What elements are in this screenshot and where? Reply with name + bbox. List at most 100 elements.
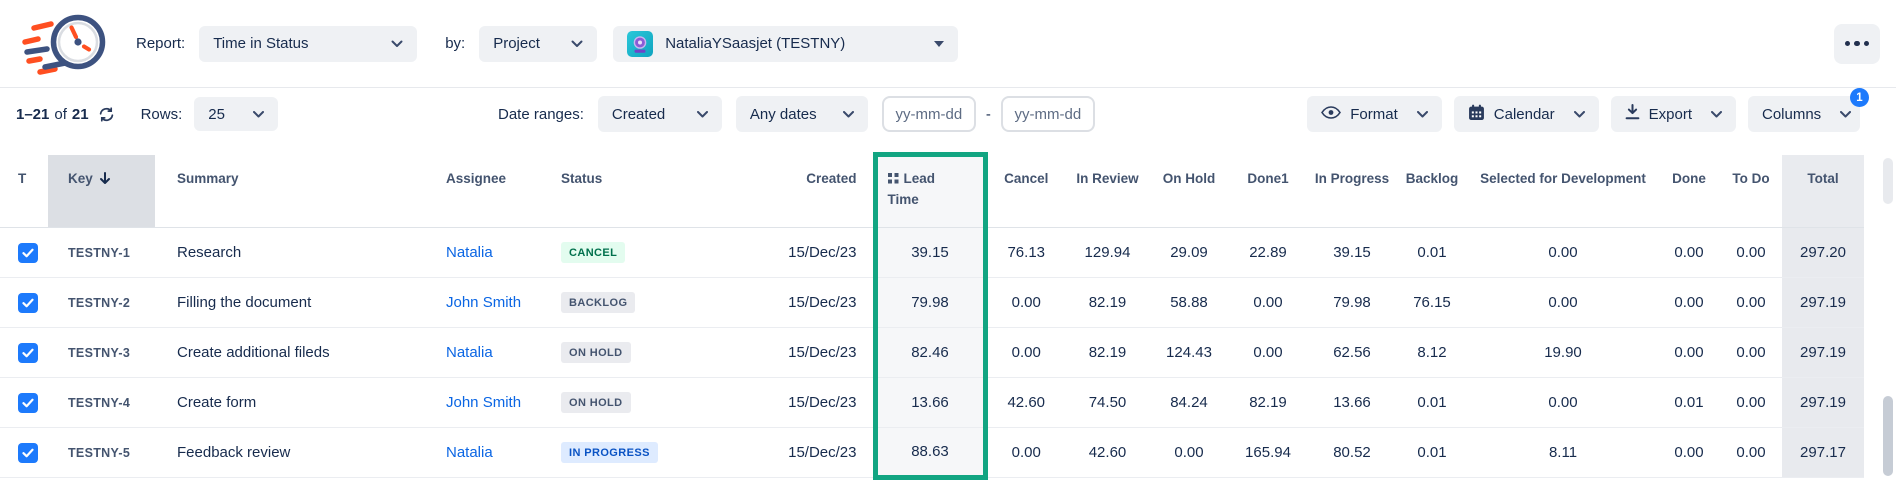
cell-selected_for_development: 19.90 [1468, 328, 1658, 378]
format-button[interactable]: Format [1307, 96, 1442, 132]
columns-label: Columns [1762, 106, 1821, 123]
report-type-select[interactable]: Time in Status [199, 26, 417, 62]
cell-done1: 165.94 [1228, 428, 1308, 478]
cell-total: 297.19 [1782, 278, 1864, 328]
export-button[interactable]: Export [1611, 96, 1736, 132]
assignee-link[interactable]: Natalia [446, 244, 493, 261]
row-checkbox[interactable] [18, 443, 38, 463]
cell-summary: Create form [155, 378, 440, 428]
column-header-cancel[interactable]: Cancel [985, 155, 1065, 228]
column-header-key[interactable]: Key [48, 155, 155, 228]
cell-lead_time: 79.98 [875, 278, 985, 328]
drag-handle-icon [888, 170, 899, 190]
status-badge: ON HOLD [561, 342, 631, 363]
cell-lead_time: 39.15 [875, 228, 985, 278]
cell-cancel: 0.00 [985, 328, 1065, 378]
chevron-down-icon [561, 40, 583, 48]
cell-lead_time: 13.66 [875, 378, 985, 428]
cell-status: BACKLOG [555, 278, 715, 328]
cell-on_hold: 58.88 [1150, 278, 1228, 328]
cell-summary: Create additional fileds [155, 328, 440, 378]
row-checkbox[interactable] [18, 243, 38, 263]
export-label: Export [1649, 106, 1692, 123]
column-header-total[interactable]: Total [1782, 155, 1864, 228]
column-header-assignee[interactable]: Assignee [440, 155, 555, 228]
cell-total: 297.17 [1782, 428, 1864, 478]
cell-in_progress: 39.15 [1308, 228, 1396, 278]
cell-assignee: Natalia [440, 428, 555, 478]
table-row: TESTNY-1ResearchNataliaCANCEL15/Dec/2339… [0, 228, 1864, 278]
chevron-down-icon [381, 40, 403, 48]
rows-per-page-select[interactable]: 25 [194, 97, 278, 131]
column-header-backlog[interactable]: Backlog [1396, 155, 1468, 228]
cell-assignee: John Smith [440, 278, 555, 328]
date-field-select[interactable]: Created [598, 96, 722, 132]
project-value: NataliaYSaasjet (TESTNY) [665, 35, 845, 52]
more-options-button[interactable] [1834, 24, 1880, 64]
row-checkbox[interactable] [18, 343, 38, 363]
column-header-to_do[interactable]: To Do [1720, 155, 1782, 228]
column-header-done1[interactable]: Done1 [1228, 155, 1308, 228]
cell-done1: 82.19 [1228, 378, 1308, 428]
date-preset-select[interactable]: Any dates [736, 96, 868, 132]
column-header-in_review[interactable]: In Review [1065, 155, 1150, 228]
column-header-selected_for_development[interactable]: Selected for Development [1468, 155, 1658, 228]
scrollbar-thumb[interactable] [1883, 396, 1893, 476]
toolbar: 1–21 of 21 Rows: 25 Date ranges: Created… [0, 88, 1896, 140]
cell-on_hold: 124.43 [1150, 328, 1228, 378]
group-by-select[interactable]: Project [479, 26, 597, 62]
column-header-on_hold[interactable]: On Hold [1150, 155, 1228, 228]
cell-cancel: 42.60 [985, 378, 1065, 428]
column-header-label: Key [68, 171, 93, 186]
chevron-down-icon [1564, 111, 1585, 118]
cell-to_do: 0.00 [1720, 228, 1782, 278]
cell-to_do: 0.00 [1720, 378, 1782, 428]
assignee-link[interactable]: John Smith [446, 394, 521, 411]
row-checkbox[interactable] [18, 393, 38, 413]
row-checkbox[interactable] [18, 293, 38, 313]
cell-key: TESTNY-4 [48, 378, 155, 428]
calendar-button[interactable]: Calendar [1454, 96, 1599, 132]
cell-backlog: 76.15 [1396, 278, 1468, 328]
cell-created: 15/Dec/23 [715, 328, 875, 378]
column-header-in_progress[interactable]: In Progress [1308, 155, 1396, 228]
chevron-down-icon [1701, 111, 1722, 118]
column-header-status[interactable]: Status [555, 155, 715, 228]
columns-button[interactable]: Columns 1 [1748, 96, 1860, 132]
table-row: TESTNY-4Create formJohn SmithON HOLD15/D… [0, 378, 1864, 428]
cell-in_review: 82.19 [1065, 278, 1150, 328]
status-badge: IN PROGRESS [561, 442, 658, 463]
column-header-created[interactable]: Created [715, 155, 875, 228]
cell-created: 15/Dec/23 [715, 428, 875, 478]
column-header-t[interactable]: T [0, 155, 48, 228]
cell-on_hold: 0.00 [1150, 428, 1228, 478]
cell-total: 297.19 [1782, 328, 1864, 378]
date-to-input[interactable] [1001, 96, 1095, 132]
cell-status: IN PROGRESS [555, 428, 715, 478]
cell-in_progress: 80.52 [1308, 428, 1396, 478]
cell-t [0, 328, 48, 378]
column-header-done[interactable]: Done [1658, 155, 1720, 228]
cell-total: 297.19 [1782, 378, 1864, 428]
column-header-summary[interactable]: Summary [155, 155, 440, 228]
report-type-value: Time in Status [213, 35, 308, 52]
cell-cancel: 0.00 [985, 278, 1065, 328]
cell-summary: Filling the document [155, 278, 440, 328]
assignee-link[interactable]: Natalia [446, 344, 493, 361]
cell-to_do: 0.00 [1720, 428, 1782, 478]
date-from-input[interactable] [882, 96, 976, 132]
cell-cancel: 0.00 [985, 428, 1065, 478]
caret-down-icon [924, 41, 944, 47]
chevron-down-icon [1830, 111, 1851, 118]
column-header-lead_time[interactable]: Lead Time [875, 155, 985, 228]
cell-in_progress: 13.66 [1308, 378, 1396, 428]
date-field-value: Created [612, 106, 665, 123]
cell-in_progress: 62.56 [1308, 328, 1396, 378]
project-select[interactable]: NataliaYSaasjet (TESTNY) [613, 26, 958, 62]
assignee-link[interactable]: Natalia [446, 444, 493, 461]
refresh-icon[interactable] [98, 106, 115, 123]
assignee-link[interactable]: John Smith [446, 294, 521, 311]
columns-count-badge: 1 [1850, 88, 1869, 107]
cell-done: 0.00 [1658, 328, 1720, 378]
cell-in_review: 74.50 [1065, 378, 1150, 428]
